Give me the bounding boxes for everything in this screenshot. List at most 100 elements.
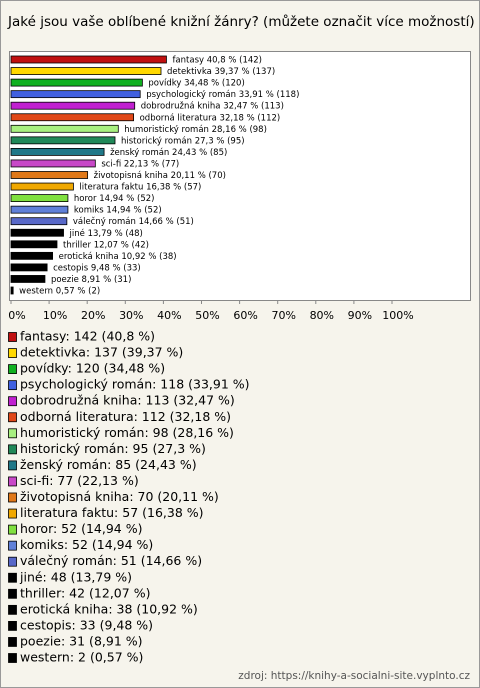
legend-label: horor: 52 (14,94 %) — [20, 521, 142, 536]
bar-category: komiks — [74, 205, 104, 215]
bar-label: historický román 27,3 % (95) — [121, 136, 245, 146]
value-label: 33,91 % (118) — [239, 90, 300, 100]
bar-category: humoristický román — [124, 124, 209, 134]
legend-label: odborná literatura: 112 (32,18 %) — [20, 409, 231, 424]
bar-label: psychologický román 33,91 % (118) — [146, 90, 299, 100]
legend-swatch — [8, 556, 17, 567]
value-label: 22,13 % (77) — [124, 159, 179, 169]
legend-swatch — [8, 524, 17, 535]
legend-swatch — [8, 588, 17, 599]
bar-category: odborná literatura — [140, 113, 217, 123]
bar-category: ženský román — [110, 147, 169, 157]
legend-label: thriller: 42 (12,07 %) — [20, 585, 150, 600]
legend-label: sci-fi: 77 (22,13 %) — [20, 473, 139, 488]
legend-swatch — [8, 604, 17, 615]
value-label: 27,3 % (95) — [195, 136, 245, 146]
bar-category: detektivka — [167, 67, 212, 77]
bar-label: válečný román 14,66 % (51) — [73, 216, 194, 227]
bar — [10, 159, 96, 168]
bar-category: western — [19, 286, 53, 296]
x-tick-label: 40% — [157, 309, 181, 322]
legend-label: psychologický román: 118 (33,91 %) — [20, 377, 250, 392]
value-label: 13,79 % (48) — [88, 228, 143, 238]
legend-label: western: 2 (0,57 %) — [20, 650, 143, 665]
bar-category: thriller — [63, 240, 92, 250]
bar — [10, 55, 167, 64]
legend-swatch — [8, 364, 17, 375]
x-tick-label: 100% — [382, 309, 413, 322]
bar-label: detektivka 39,37 % (137) — [167, 67, 275, 77]
bar — [10, 217, 68, 226]
value-label: 28,16 % (98) — [212, 124, 267, 134]
x-tick-label: 10% — [43, 309, 67, 322]
value-label: 32,47 % (113) — [223, 101, 284, 111]
bar-label: erotická kniha 10,92 % (38) — [59, 251, 177, 261]
legend-swatch — [8, 412, 17, 423]
legend-swatch — [8, 540, 17, 551]
bar-label: literatura faktu 16,38 % (57) — [79, 182, 201, 192]
bar — [10, 182, 74, 191]
legend-label: poezie: 31 (8,91 %) — [20, 633, 143, 648]
bar — [10, 263, 48, 272]
legend-swatch — [8, 428, 17, 439]
x-tick-label: 60% — [233, 309, 257, 322]
value-label: 40,8 % (142) — [207, 55, 262, 65]
bar-category: válečný román — [73, 216, 136, 227]
bar-label: sci-fi 22,13 % (77) — [101, 159, 179, 169]
x-tick-label: 20% — [81, 309, 105, 322]
bar-category: povídky — [148, 78, 181, 88]
value-label: 34,48 % (120) — [184, 78, 245, 88]
bar-label: jiné 13,79 % (48) — [69, 227, 143, 238]
value-label: 8,91 % (31) — [82, 274, 132, 284]
bar-category: poezie — [51, 274, 79, 284]
bar-label: western 0,57 % (2) — [19, 286, 100, 296]
bar — [10, 286, 14, 295]
legend-label: válečný román: 51 (14,66 %) — [20, 553, 202, 568]
bar-label: ženský román 24,43 % (85) — [110, 147, 227, 157]
bar — [10, 136, 116, 145]
legend-label: detektivka: 137 (39,37 %) — [20, 345, 183, 360]
bar — [10, 67, 162, 75]
legend-label: cestopis: 33 (9,48 %) — [20, 617, 153, 632]
legend-label: povídky: 120 (34,48 %) — [20, 361, 165, 376]
bar — [10, 78, 143, 87]
bar — [10, 171, 89, 179]
value-label: 39,37 % (137) — [215, 67, 276, 77]
bar — [10, 205, 69, 214]
bar-category: horor — [74, 194, 97, 204]
legend-swatch — [8, 460, 17, 471]
legend-label: jiné: 48 (13,79 %) — [19, 569, 132, 584]
bar-label: horor 14,94 % (52) — [74, 194, 155, 204]
value-label: 14,94 % (52) — [99, 194, 154, 204]
source: zdroj: https://knihy-a-socialni-site.vyp… — [238, 670, 470, 682]
legend-swatch — [8, 637, 17, 647]
bar-label: odborná literatura 32,18 % (112) — [140, 113, 281, 123]
bar-category: fantasy — [172, 55, 204, 65]
x-tick-label: 90% — [348, 309, 372, 322]
bar-category: literatura faktu — [79, 182, 143, 192]
x-tick-label: 50% — [195, 309, 219, 322]
x-tick-label: 30% — [119, 309, 143, 322]
bar-category: životopisná kniha — [94, 171, 168, 181]
value-label: 14,66 % (51) — [139, 217, 194, 227]
bar-category: psychologický román — [146, 90, 236, 100]
legend-swatch — [8, 653, 17, 663]
value-label: 24,43 % (85) — [172, 147, 227, 157]
bar — [10, 124, 119, 133]
legend-label: životopisná kniha: 70 (20,11 %) — [20, 489, 219, 504]
legend-label: dobrodružná kniha: 113 (32,47 %) — [20, 393, 235, 408]
bar-category: jiné — [69, 227, 85, 238]
legend-swatch — [8, 380, 17, 391]
value-label: 12,07 % (42) — [94, 240, 149, 250]
value-label: 16,38 % (57) — [146, 182, 201, 192]
bar-label: povídky 34,48 % (120) — [148, 78, 244, 88]
bar — [10, 101, 136, 110]
legend-swatch — [8, 476, 17, 487]
legend-swatch — [8, 444, 17, 455]
value-label: 32,18 % (112) — [220, 113, 281, 123]
legend-swatch — [8, 572, 17, 583]
bar-label: thriller 12,07 % (42) — [63, 240, 149, 250]
bar-label: fantasy 40,8 % (142) — [172, 55, 262, 65]
legend-swatch — [8, 492, 17, 503]
legend-swatch — [8, 621, 17, 631]
